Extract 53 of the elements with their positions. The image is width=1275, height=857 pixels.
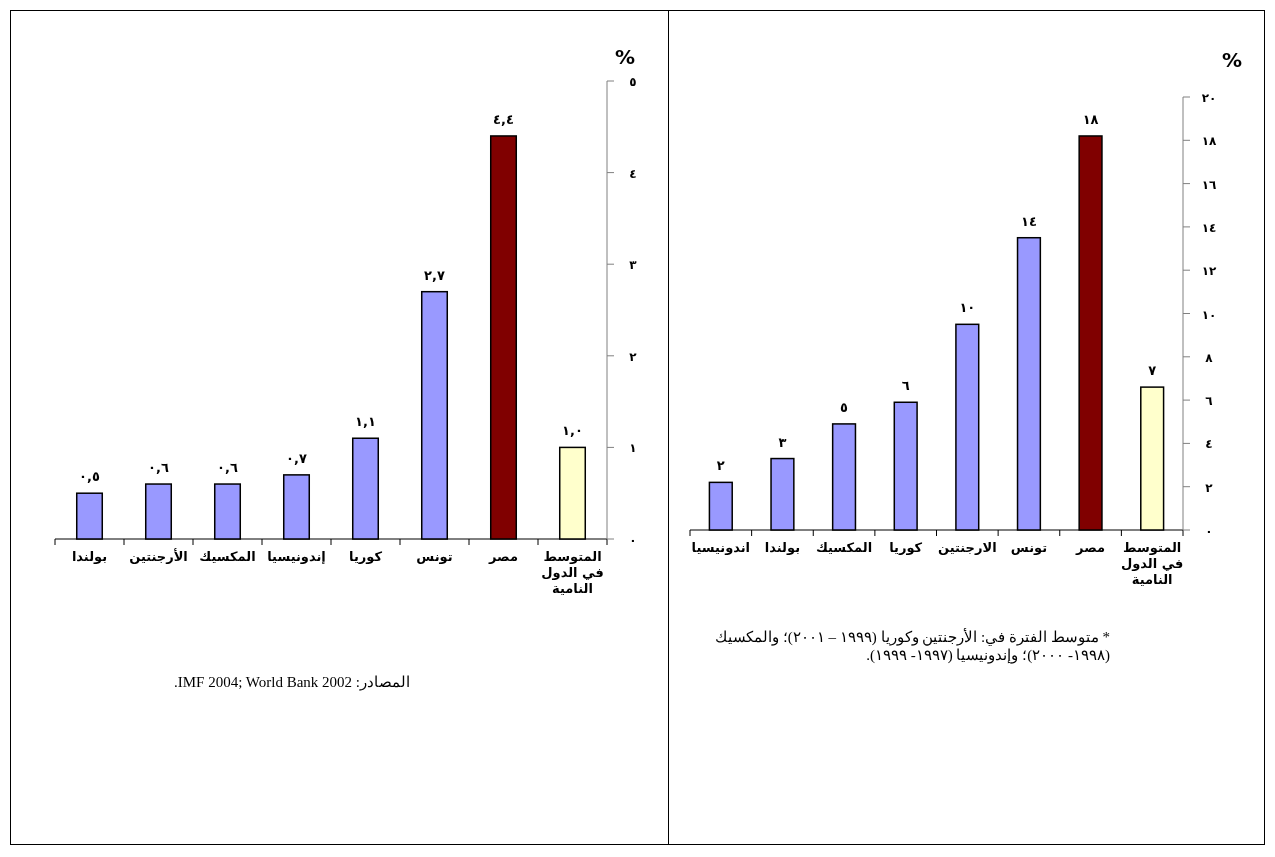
y-tick-label: ١ — [629, 441, 637, 456]
y-tick-label: ١٢ — [1201, 264, 1217, 279]
data-label: ٦ — [901, 378, 910, 394]
y-axis-title: % — [615, 45, 636, 69]
data-label: ٢,٧ — [424, 267, 445, 283]
y-tick-label: ١٨ — [1201, 134, 1217, 149]
y-tick-label: ٢٠ — [1201, 91, 1217, 105]
x-tick-label: المتوسط في الدول النامية — [540, 549, 605, 597]
y-tick-label: ١٤ — [1201, 220, 1217, 235]
y-tick-label: ٣ — [629, 258, 638, 273]
y-tick-label: ٤ — [1205, 437, 1213, 452]
data-label: ٠,٦ — [148, 460, 169, 476]
y-axis-title: % — [1222, 48, 1243, 72]
data-label: ٠,٦ — [217, 460, 238, 476]
x-tick-label: الارجنتين — [937, 540, 998, 556]
data-label: ٤,٤ — [493, 111, 514, 127]
x-tick-label: بولندا — [764, 540, 801, 555]
data-label: ٣ — [778, 434, 787, 450]
data-label: ٥ — [840, 399, 849, 415]
y-tick-label: ٥ — [629, 75, 637, 89]
text: المصادر: IMF 2004; World Bank 2002. — [172, 673, 410, 691]
x-tick-label: تونس — [415, 549, 454, 565]
x-tick-label: بولندا — [70, 549, 109, 565]
x-tick-label: كوريا — [889, 540, 923, 555]
x-tick-label: مصر — [487, 549, 519, 565]
x-tick-label: كوريا — [348, 549, 383, 565]
y-tick-label: ٤ — [629, 166, 637, 181]
x-tick-label: الأرجنتين — [128, 549, 189, 565]
text: * متوسط الفترة في: الأرجنتين وكوريا (١٩٩٩ – ٢٠٠١)؛ والمكسيك (١٩٩٨- ٢٠٠٠)؛ وإندونيسيا (١٩٩٧- ١٩٩٩). — [714, 628, 1110, 664]
data-label: ٢ — [716, 458, 725, 474]
x-tick-label: مصر — [1076, 540, 1106, 555]
x-tick-label: تونس — [1010, 540, 1048, 555]
x-tick-label: المكسيك — [198, 549, 257, 565]
data-label: ١٨ — [1082, 111, 1099, 127]
x-tick-label: اندونيسيا — [690, 540, 752, 556]
data-label: ١,١ — [355, 414, 376, 430]
x-tick-label: المكسيك — [814, 540, 874, 556]
data-label: ٧ — [1148, 363, 1157, 379]
y-tick-label: ٨ — [1205, 350, 1214, 365]
y-tick-label: ٠ — [629, 533, 637, 547]
data-label: ٠,٥ — [79, 469, 100, 485]
y-tick-label: ١٦ — [1201, 177, 1217, 192]
y-tick-label: ٢ — [1205, 480, 1214, 495]
y-tick-label: ٦ — [1205, 394, 1213, 409]
y-tick-label: ١٠ — [1201, 307, 1217, 322]
x-tick-label: المتوسط في الدول النامية — [1120, 540, 1185, 588]
data-label: ١٠ — [959, 300, 976, 316]
data-label: ١٤ — [1021, 213, 1037, 229]
data-label: ٠,٧ — [286, 450, 307, 466]
y-tick-label: ٢ — [629, 349, 638, 364]
y-tick-label: ٠ — [1205, 524, 1213, 538]
x-tick-label: إندونيسيا — [266, 549, 327, 565]
data-label: ١,٠ — [562, 423, 583, 439]
